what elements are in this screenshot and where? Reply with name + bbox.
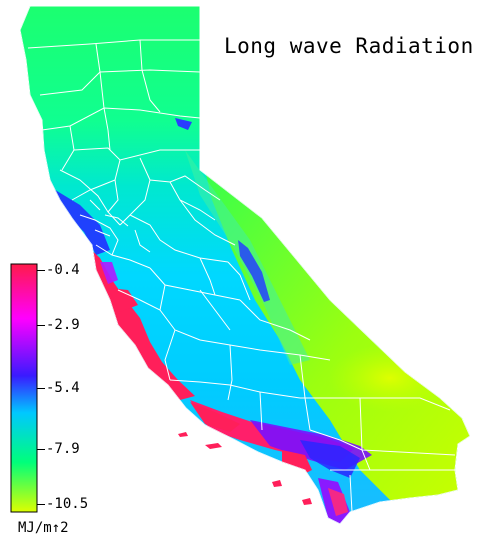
legend-tick-label: -5.4 — [46, 380, 80, 396]
legend-color-bar — [10, 263, 38, 513]
legend-tick — [37, 504, 45, 505]
legend-tick-label: -7.9 — [46, 441, 80, 457]
legend-tick — [37, 270, 45, 271]
map-title: Long wave Radiation — [224, 34, 474, 58]
legend-tick-label: -2.9 — [46, 317, 80, 333]
legend-tick — [37, 325, 45, 326]
legend-tick — [37, 388, 45, 389]
legend-tick-label: -0.4 — [46, 262, 80, 278]
channel-islands — [178, 432, 312, 505]
county-boundaries — [20, 6, 470, 524]
legend-tick — [37, 449, 45, 450]
legend-unit-label: MJ/m↑2 — [18, 520, 69, 536]
legend-tick-label: -10.5 — [46, 496, 89, 512]
